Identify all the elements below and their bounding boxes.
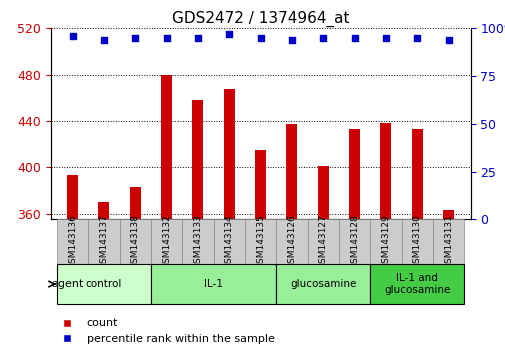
- FancyBboxPatch shape: [57, 219, 88, 264]
- Point: [131, 35, 139, 41]
- Bar: [317, 166, 328, 219]
- Bar: [192, 100, 203, 219]
- Text: IL-1: IL-1: [204, 279, 223, 289]
- FancyBboxPatch shape: [276, 264, 370, 304]
- Text: GSM143129: GSM143129: [381, 214, 390, 269]
- Text: GSM143138: GSM143138: [130, 214, 139, 269]
- Text: GSM143130: GSM143130: [412, 214, 421, 269]
- FancyBboxPatch shape: [150, 219, 182, 264]
- FancyBboxPatch shape: [244, 219, 276, 264]
- Text: control: control: [85, 279, 122, 289]
- Point: [225, 31, 233, 37]
- Title: GDS2472 / 1374964_at: GDS2472 / 1374964_at: [172, 11, 348, 27]
- Text: GSM143137: GSM143137: [99, 214, 108, 269]
- Point: [444, 37, 452, 42]
- FancyBboxPatch shape: [338, 219, 370, 264]
- Text: GSM143126: GSM143126: [287, 214, 296, 269]
- Point: [99, 37, 108, 42]
- Text: GSM143134: GSM143134: [224, 214, 233, 269]
- Point: [68, 33, 76, 39]
- Text: GSM143136: GSM143136: [68, 214, 77, 269]
- FancyBboxPatch shape: [276, 219, 307, 264]
- FancyBboxPatch shape: [401, 219, 432, 264]
- Bar: [442, 210, 453, 219]
- FancyBboxPatch shape: [182, 219, 213, 264]
- FancyBboxPatch shape: [307, 219, 338, 264]
- Legend: count, percentile rank within the sample: count, percentile rank within the sample: [51, 314, 278, 348]
- Text: GSM143135: GSM143135: [256, 214, 265, 269]
- Text: agent: agent: [51, 279, 83, 289]
- Text: GSM143131: GSM143131: [443, 214, 452, 269]
- FancyBboxPatch shape: [119, 219, 150, 264]
- Text: glucosamine: glucosamine: [289, 279, 356, 289]
- Point: [256, 35, 264, 41]
- Bar: [348, 129, 360, 219]
- Text: GSM143132: GSM143132: [162, 214, 171, 269]
- FancyBboxPatch shape: [213, 219, 244, 264]
- Bar: [129, 187, 140, 219]
- Point: [381, 35, 389, 41]
- Point: [162, 35, 170, 41]
- Bar: [98, 202, 109, 219]
- Bar: [223, 88, 234, 219]
- FancyBboxPatch shape: [88, 219, 119, 264]
- Text: GSM143133: GSM143133: [193, 214, 202, 269]
- Bar: [67, 176, 78, 219]
- FancyBboxPatch shape: [57, 264, 150, 304]
- Text: GSM143128: GSM143128: [349, 214, 359, 269]
- Text: IL-1 and
glucosamine: IL-1 and glucosamine: [383, 273, 449, 295]
- Point: [319, 35, 327, 41]
- Bar: [161, 75, 172, 219]
- Point: [413, 35, 421, 41]
- Point: [193, 35, 201, 41]
- Bar: [411, 129, 422, 219]
- FancyBboxPatch shape: [370, 219, 401, 264]
- Point: [350, 35, 358, 41]
- Bar: [255, 150, 266, 219]
- FancyBboxPatch shape: [370, 264, 464, 304]
- FancyBboxPatch shape: [150, 264, 276, 304]
- FancyBboxPatch shape: [432, 219, 464, 264]
- Point: [287, 37, 295, 42]
- Bar: [380, 123, 391, 219]
- Text: GSM143127: GSM143127: [318, 214, 327, 269]
- Bar: [286, 125, 297, 219]
